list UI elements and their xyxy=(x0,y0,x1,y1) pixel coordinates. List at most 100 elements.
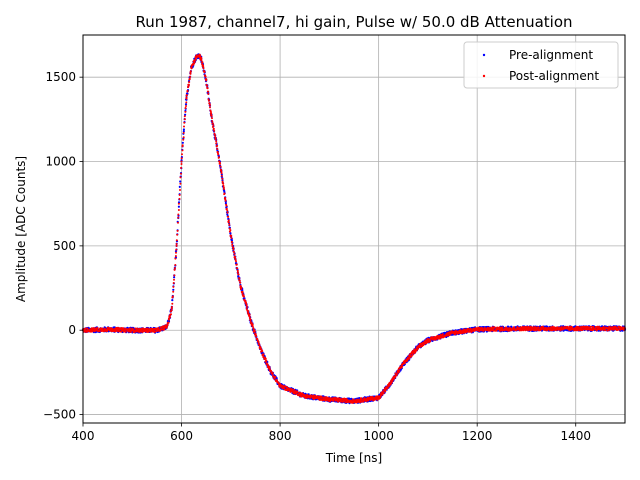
data-point xyxy=(261,350,264,353)
data-point xyxy=(187,85,190,88)
data-point xyxy=(360,398,363,401)
data-point xyxy=(212,127,215,130)
data-point xyxy=(239,285,242,288)
data-point xyxy=(411,353,414,356)
data-point xyxy=(253,330,256,333)
data-point xyxy=(181,141,184,144)
data-point xyxy=(239,281,242,284)
data-point xyxy=(190,66,193,69)
data-point xyxy=(189,72,192,75)
data-point xyxy=(172,288,175,291)
data-point xyxy=(381,393,384,396)
data-point xyxy=(180,157,183,160)
data-point xyxy=(209,104,211,106)
data-point xyxy=(232,246,235,249)
data-point xyxy=(251,325,254,328)
data-point xyxy=(229,234,232,237)
data-point xyxy=(268,367,271,370)
data-point xyxy=(176,229,179,232)
data-point xyxy=(219,165,222,168)
data-point xyxy=(215,140,218,143)
data-point xyxy=(387,384,390,387)
data-point xyxy=(491,326,494,329)
data-point xyxy=(246,306,248,308)
data-point xyxy=(205,79,208,82)
data-point xyxy=(560,326,563,328)
data-point xyxy=(279,384,282,387)
data-point xyxy=(320,395,323,398)
data-point xyxy=(211,120,214,123)
data-point xyxy=(215,142,218,145)
data-point xyxy=(218,156,220,159)
data-point xyxy=(230,237,233,239)
data-point xyxy=(189,70,192,73)
data-point xyxy=(269,369,272,372)
x-tick-label: 1200 xyxy=(462,429,493,443)
data-point xyxy=(235,260,237,263)
data-point xyxy=(170,313,172,316)
data-point xyxy=(258,343,261,346)
data-point xyxy=(179,180,182,183)
data-point xyxy=(170,306,173,308)
data-point xyxy=(303,395,306,397)
data-point xyxy=(352,398,354,401)
data-point xyxy=(501,326,504,329)
data-point xyxy=(216,144,219,147)
data-point xyxy=(332,399,335,402)
data-point xyxy=(106,328,109,331)
data-point xyxy=(226,213,229,216)
data-point xyxy=(325,396,328,399)
data-point xyxy=(228,227,231,230)
plot-frame xyxy=(82,34,626,424)
data-point xyxy=(202,65,205,68)
data-point xyxy=(271,373,274,375)
data-point xyxy=(221,177,224,180)
data-point xyxy=(172,285,175,288)
data-point xyxy=(525,327,528,330)
data-point xyxy=(217,153,220,156)
data-point xyxy=(306,393,309,396)
data-point xyxy=(175,244,178,247)
data-point xyxy=(182,130,185,133)
data-point xyxy=(247,310,250,312)
data-point xyxy=(214,134,216,137)
data-point xyxy=(233,250,235,253)
data-point xyxy=(185,105,187,107)
data-point xyxy=(173,278,175,281)
data-point xyxy=(559,326,561,329)
data-point xyxy=(172,282,175,284)
x-tick-label: 1000 xyxy=(363,429,394,443)
data-point xyxy=(417,346,420,349)
data-point xyxy=(225,204,228,207)
data-point xyxy=(174,267,176,270)
data-point xyxy=(241,290,244,293)
data-point xyxy=(183,121,186,124)
data-point xyxy=(203,70,206,73)
data-point xyxy=(255,334,258,337)
ticks: 400 600 800 1000 1200 1400 −500 0 500 1000 1500 xyxy=(43,70,591,443)
data-point xyxy=(296,391,299,394)
legend-label-pre: Pre-alignment xyxy=(509,48,593,62)
x-tick-label: 600 xyxy=(170,429,193,443)
data-point xyxy=(251,323,254,326)
data-point xyxy=(237,273,240,276)
data-point xyxy=(178,194,181,196)
data-point xyxy=(220,170,223,173)
data-point xyxy=(167,321,170,324)
data-point xyxy=(328,398,331,401)
series-layer xyxy=(81,53,627,405)
data-point xyxy=(173,276,176,279)
x-tick-label: 400 xyxy=(72,429,95,443)
data-point xyxy=(136,327,138,330)
data-point xyxy=(197,54,200,57)
data-point xyxy=(377,396,380,399)
data-point xyxy=(462,331,465,334)
data-point xyxy=(207,98,210,101)
x-tick-label: 800 xyxy=(269,429,292,443)
data-point xyxy=(232,248,235,251)
data-point xyxy=(175,251,177,254)
data-point xyxy=(274,376,277,378)
data-point xyxy=(188,77,191,80)
data-point xyxy=(129,327,132,330)
data-point xyxy=(324,396,326,399)
